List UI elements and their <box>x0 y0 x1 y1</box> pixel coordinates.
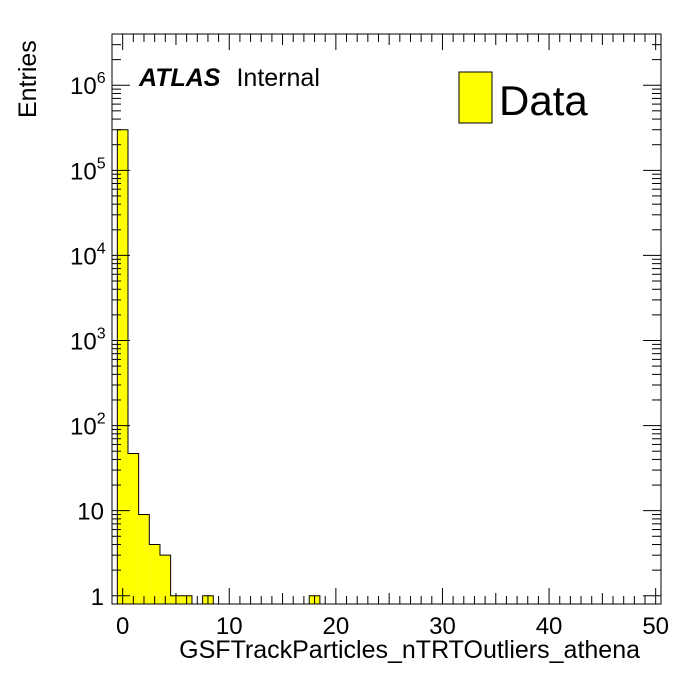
x-tick-label: 30 <box>429 613 456 640</box>
histogram-bar <box>159 555 171 604</box>
y-tick-label: 106 <box>70 70 106 100</box>
y-tick-label: 10 <box>77 499 104 526</box>
histogram-bars <box>116 129 321 605</box>
x-tick-label: 20 <box>323 613 350 640</box>
legend-label-data: Data <box>499 77 588 124</box>
atlas-label-bold: ATLAS <box>138 64 221 92</box>
axis-ticks <box>112 33 661 604</box>
x-tick-labels: 0 10 20 30 40 50 <box>116 613 669 640</box>
x-tick-label: 0 <box>116 613 129 640</box>
atlas-label: ATLAS Internal <box>138 64 320 92</box>
x-tick-label: 10 <box>216 613 243 640</box>
x-tick-label: 40 <box>536 613 563 640</box>
y-tick-label: 105 <box>70 155 106 185</box>
y-tick-label: 102 <box>70 411 106 441</box>
histogram-bar <box>138 514 150 604</box>
y-axis-label: Entries <box>14 40 42 118</box>
histogram-bar <box>117 129 128 605</box>
atlas-label-internal: Internal <box>236 64 319 92</box>
histogram-bar <box>149 544 160 604</box>
plot-frame <box>111 33 662 605</box>
x-tick-label: 50 <box>642 613 669 640</box>
x-axis-label: GSFTrackParticles_nTRTOutliers_athena <box>179 636 640 664</box>
y-tick-label: 1 <box>91 584 104 611</box>
histogram-outline <box>116 129 321 604</box>
y-tick-label: 103 <box>70 325 106 355</box>
legend: Data <box>458 71 588 124</box>
legend-swatch <box>458 71 493 124</box>
y-tick-labels: 1 10 102 103 104 105 106 <box>70 70 106 611</box>
y-tick-label: 104 <box>70 240 106 270</box>
histogram-bar <box>127 453 139 604</box>
